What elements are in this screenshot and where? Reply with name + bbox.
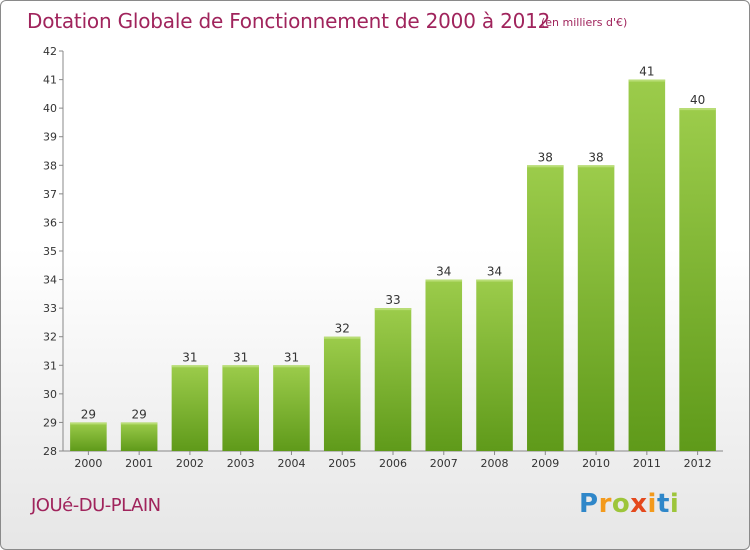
bar (476, 279, 513, 451)
y-tick-label: 38 (43, 159, 57, 172)
x-tick-label: 2006 (379, 457, 407, 470)
y-tick-label: 34 (43, 274, 57, 287)
logo-letter: i (647, 489, 657, 519)
bar-highlight (679, 108, 716, 111)
data-label: 32 (335, 322, 350, 336)
bar-highlight (476, 279, 513, 282)
bar-highlight (374, 308, 412, 311)
x-tick-label: 2012 (684, 457, 712, 470)
bar-highlight (273, 365, 310, 368)
y-tick-label: 32 (43, 331, 57, 344)
y-tick-label: 39 (43, 131, 57, 144)
y-tick-label: 37 (43, 188, 57, 201)
data-label: 41 (639, 65, 654, 79)
data-label: 34 (436, 265, 451, 279)
data-label: 29 (132, 407, 147, 421)
data-label: 31 (233, 350, 248, 364)
bar (679, 108, 716, 452)
y-tick-label: 40 (43, 102, 57, 115)
logo-letter: P (579, 489, 599, 519)
x-tick-label: 2010 (582, 457, 610, 470)
y-tick-label: 29 (43, 416, 57, 429)
y-tick-label: 42 (43, 45, 57, 58)
place-name: JOUé-DU-PLAIN (31, 495, 161, 516)
y-tick-label: 35 (43, 245, 57, 258)
x-tick-label: 2008 (481, 457, 509, 470)
chart-title: Dotation Globale de Fonctionnement de 20… (27, 9, 551, 33)
x-tick-label: 2000 (74, 457, 102, 470)
bar (171, 365, 209, 451)
bar (70, 422, 107, 451)
bar-highlight (577, 165, 615, 168)
data-label: 40 (690, 93, 705, 107)
bar-highlight (120, 422, 158, 425)
y-tick-label: 36 (43, 216, 57, 229)
logo-letter: t (656, 489, 670, 519)
data-label: 34 (487, 265, 502, 279)
logo-letter: i (669, 489, 680, 519)
x-tick-label: 2007 (430, 457, 458, 470)
bar-highlight (222, 365, 259, 368)
x-tick-label: 2003 (227, 457, 255, 470)
y-tick-label: 31 (43, 359, 57, 372)
x-tick-label: 2005 (328, 457, 356, 470)
x-tick-label: 2009 (531, 457, 559, 470)
chart-unit: (en milliers d'€) (541, 16, 628, 29)
y-tick-label: 33 (43, 302, 57, 315)
bar (628, 79, 666, 452)
data-label: 29 (81, 407, 96, 421)
x-tick-label: 2002 (176, 457, 204, 470)
bar-highlight (527, 165, 564, 168)
bar-highlight (70, 422, 107, 425)
bar (425, 279, 463, 451)
logo-letter: o (611, 489, 631, 519)
bar (222, 365, 259, 451)
data-label: 33 (385, 293, 400, 307)
logo-letter: r (598, 489, 612, 519)
bar (577, 165, 615, 452)
data-label: 38 (588, 150, 603, 164)
x-tick-label: 2004 (277, 457, 305, 470)
x-tick-label: 2001 (125, 457, 153, 470)
bar-highlight (425, 279, 463, 282)
bar (120, 422, 158, 451)
x-tick-label: 2011 (633, 457, 661, 470)
bar (374, 308, 412, 451)
data-label: 31 (284, 350, 299, 364)
bar-highlight (171, 365, 209, 368)
proxiti-logo: Proxiti (579, 489, 679, 519)
bar-highlight (628, 79, 666, 82)
bar-highlight (323, 336, 361, 339)
bar (273, 365, 310, 451)
y-tick-label: 30 (43, 388, 57, 401)
y-tick-label: 41 (43, 74, 57, 87)
bar (527, 165, 564, 452)
logo-letter: x (630, 489, 648, 519)
data-label: 31 (182, 350, 197, 364)
y-tick-label: 28 (43, 445, 57, 458)
data-label: 38 (538, 150, 553, 164)
bar (323, 336, 361, 451)
